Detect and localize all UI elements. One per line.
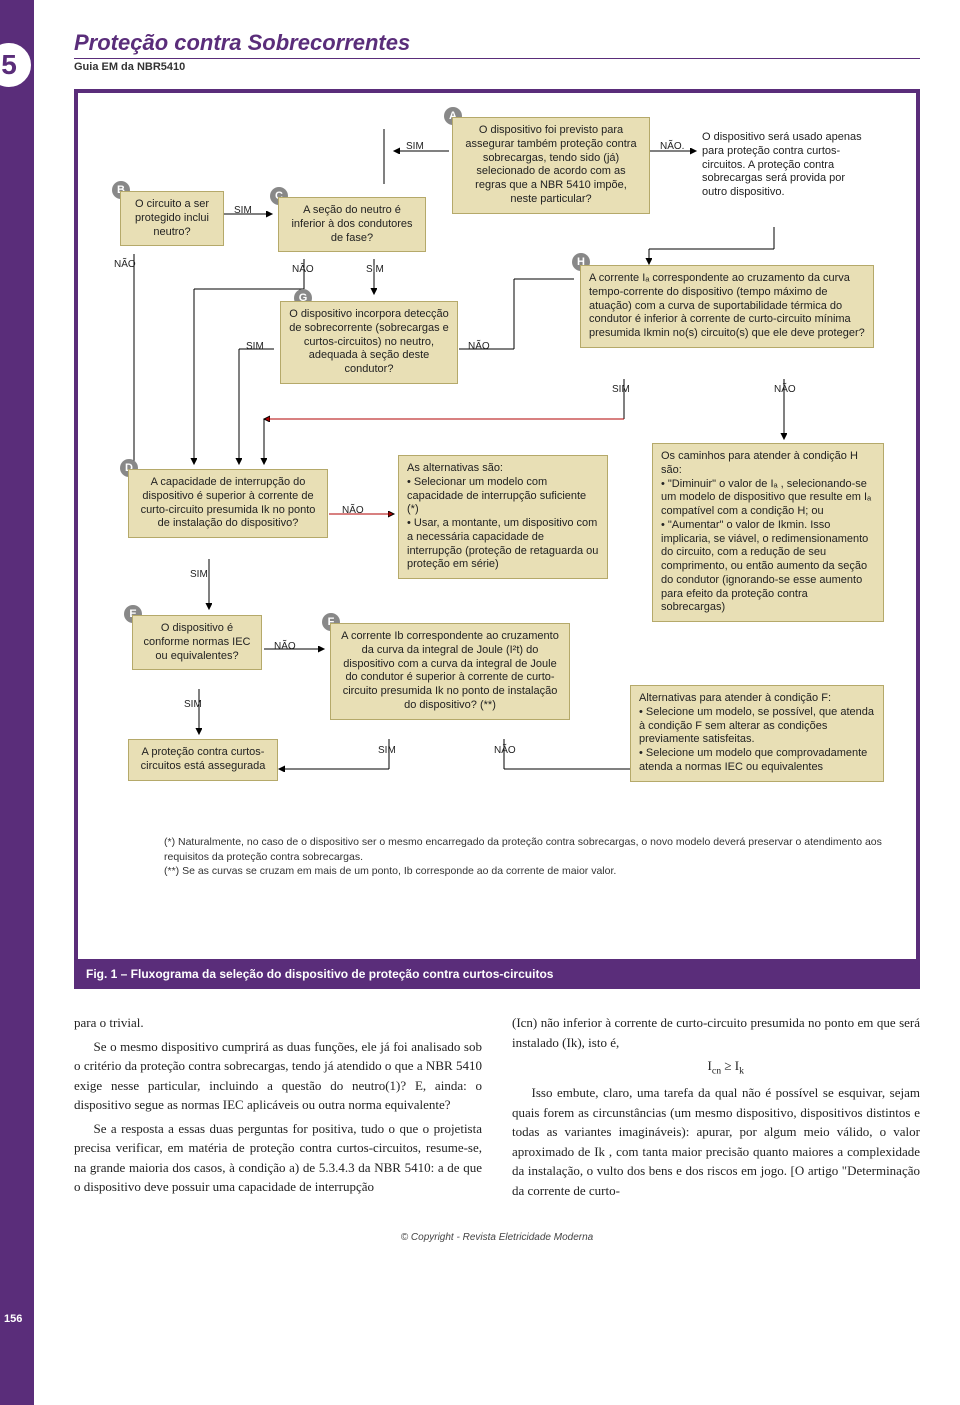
node-ok: A proteção contra curtos-circuitos está … bbox=[128, 739, 278, 781]
node-d-alt: As alternativas são: • Selecionar um mod… bbox=[398, 455, 608, 579]
label-nao: NÃO bbox=[292, 264, 314, 275]
label-sim: SIM bbox=[406, 141, 424, 152]
node-a: O dispositivo foi previsto para assegura… bbox=[452, 117, 650, 214]
node-f: A corrente Ib correspondente ao cruzamen… bbox=[330, 623, 570, 720]
label-sim: SIM bbox=[184, 699, 202, 710]
content-area: Proteção contra Sobrecorrentes Guia EM d… bbox=[34, 0, 960, 1405]
page-number: 156 bbox=[4, 1313, 22, 1325]
label-nao: NÃO bbox=[274, 641, 296, 652]
node-e: O dispositivo é conforme normas IEC ou e… bbox=[132, 615, 262, 670]
label-sim: SIM bbox=[378, 745, 396, 756]
node-g: O dispositivo incorpora detecção de sobr… bbox=[280, 301, 458, 384]
footnotes-block: (*) Naturalmente, no caso de o dispositi… bbox=[164, 829, 890, 881]
label-sim: SIM bbox=[366, 264, 384, 275]
label-sim: SIM bbox=[612, 384, 630, 395]
para: Se o mesmo dispositivo cumprirá as duas … bbox=[74, 1037, 482, 1115]
figure-caption: Fig. 1 – Fluxograma da seleção do dispos… bbox=[74, 959, 920, 989]
para: (Icn) não inferior à corrente de curto-c… bbox=[512, 1013, 920, 1052]
column-right: (Icn) não inferior à corrente de curto-c… bbox=[512, 1013, 920, 1204]
footnote-star: (*) Naturalmente, no caso de o dispositi… bbox=[164, 835, 890, 864]
label-nao: NÃO bbox=[114, 259, 136, 270]
node-b: O circuito a ser protegido inclui neutro… bbox=[120, 191, 224, 246]
sidebar-strip: 156 bbox=[0, 0, 34, 1405]
node-f-alt: Alternativas para atender à condição F: … bbox=[630, 685, 884, 782]
node-h-alt: Os caminhos para atender à condição H sã… bbox=[652, 443, 884, 622]
page-subtitle: Guia EM da NBR5410 bbox=[74, 61, 920, 73]
flowchart: A O dispositivo foi previsto para assegu… bbox=[94, 109, 900, 949]
para: para o trivial. bbox=[74, 1013, 482, 1033]
title-block: Proteção contra Sobrecorrentes Guia EM d… bbox=[74, 30, 920, 73]
label-nao: NÃO bbox=[342, 505, 364, 516]
column-left: para o trivial. Se o mesmo dispositivo c… bbox=[74, 1013, 482, 1204]
label-nao: NÃO bbox=[468, 341, 490, 352]
para: Se a resposta a essas duas perguntas for… bbox=[74, 1119, 482, 1197]
label-sim: SIM bbox=[234, 205, 252, 216]
node-d: A capacidade de interrupção do dispositi… bbox=[128, 469, 328, 538]
label-nao: NÃO bbox=[774, 384, 796, 395]
page: 156 5 Proteção contra Sobrecorrentes Gui… bbox=[0, 0, 960, 1405]
body-text: para o trivial. Se o mesmo dispositivo c… bbox=[74, 1013, 920, 1204]
label-nao-dot: NÃO. bbox=[660, 141, 684, 152]
node-h: A corrente Iₐ correspondente ao cruzamen… bbox=[580, 265, 874, 348]
equation: Icn ≥ Ik bbox=[512, 1056, 920, 1079]
figure-frame: A O dispositivo foi previsto para assegu… bbox=[74, 89, 920, 959]
footnote-dstar: (**) Se as curvas se cruzam em mais de u… bbox=[164, 864, 890, 879]
node-a-no: O dispositivo será usado apenas para pro… bbox=[702, 131, 872, 200]
label-sim: SIM bbox=[190, 569, 208, 580]
page-title: Proteção contra Sobrecorrentes bbox=[74, 30, 920, 59]
label-nao: NÃO bbox=[494, 745, 516, 756]
para: Isso embute, claro, uma tarefa da qual n… bbox=[512, 1083, 920, 1200]
copyright-line: © Copyright - Revista Eletricidade Moder… bbox=[74, 1204, 920, 1243]
label-sim: SIM bbox=[246, 341, 264, 352]
node-c: A seção do neutro é inferior à dos condu… bbox=[278, 197, 426, 252]
